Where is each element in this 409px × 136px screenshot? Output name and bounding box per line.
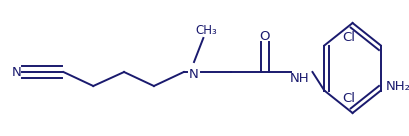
Text: N: N [12,66,22,78]
Text: NH₂: NH₂ [384,80,409,93]
Text: N: N [189,67,198,81]
Text: NH: NH [289,72,308,84]
Text: Cl: Cl [342,31,355,44]
Text: Cl: Cl [342,92,355,105]
Text: O: O [259,30,270,42]
Text: CH₃: CH₃ [195,24,216,36]
